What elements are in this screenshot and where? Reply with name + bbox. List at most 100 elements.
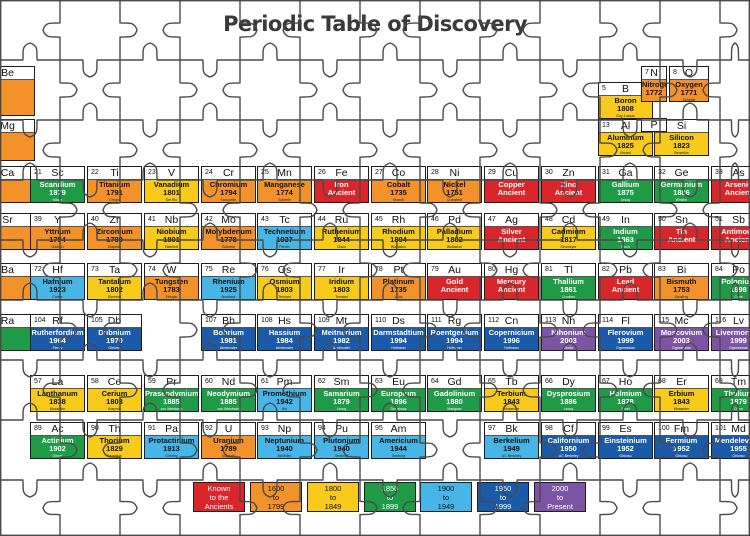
element-tile-as[interactable]: 33 As Arsenic Ancient bbox=[711, 166, 750, 203]
element-tile-v[interactable]: 23 V Vanadium 1801 Del Rio bbox=[144, 166, 199, 203]
discovery-year: 1735 bbox=[390, 188, 407, 197]
discovery-year: 1794 bbox=[220, 188, 237, 197]
element-tile-bk[interactable]: 97 Bk Berkelium 1949 UC Berkeley bbox=[484, 422, 539, 459]
element-tile-th[interactable]: 90 Th Thorium 1829 Berzelius bbox=[87, 422, 142, 459]
element-tile-bh[interactable]: 107 Bh Bohrium 1981 Armbruster bbox=[201, 314, 256, 351]
element-tile-tb[interactable]: 65 Tb Terbium 1843 Mosander bbox=[484, 375, 539, 412]
discovery-year: 1994 bbox=[390, 336, 407, 345]
element-tile-nh[interactable]: 113 Nh Nihonium 2003 Morita bbox=[541, 314, 596, 351]
element-tile-es[interactable]: 99 Es Einsteinium 1952 Ghiorso bbox=[598, 422, 653, 459]
element-tile-db[interactable]: 105 Db Dubnium 1970 Ghiorso bbox=[87, 314, 142, 351]
element-tile-mc[interactable]: 115 Mc Moscovium 2003 Oganessian bbox=[654, 314, 709, 351]
element-symbol: Hf bbox=[52, 264, 63, 276]
element-tile-tm[interactable]: 69TmThulium1879Cleve bbox=[711, 375, 750, 412]
element-tile-in[interactable]: 49 In Indium 1863 Reich bbox=[598, 213, 653, 250]
element-tile-cf[interactable]: 98 Cf Californium 1950 UC Berkeley bbox=[541, 422, 596, 459]
element-tile-ho[interactable]: 67 Ho Holmium 1878 Soret bbox=[598, 375, 653, 412]
element-tile-np[interactable]: 93 Np Neptunium 1940 McMillan bbox=[257, 422, 312, 459]
element-tile-fm[interactable]: 100 Fm Fermium 1952 Ghiorso bbox=[654, 422, 709, 459]
element-tile-mn[interactable]: 25 Mn Manganese 1774 Scheele bbox=[257, 166, 312, 203]
element-tile-mt[interactable]: 109 Mt Meitnerium 1982 Armbruster bbox=[314, 314, 369, 351]
element-tile-hf[interactable]: 72 Hf Hafnium 1923 Coster bbox=[30, 263, 85, 300]
element-tile-nd[interactable]: 60 Nd Neodymium 1885 von Welsbach bbox=[201, 375, 256, 412]
puzzle-seam-horizontal bbox=[540, 462, 600, 481]
element-tile-sm[interactable]: 62 Sm Samarium 1879 Lecoq bbox=[314, 375, 369, 412]
element-tile-po[interactable]: 84PoPolonium1898Curie bbox=[711, 263, 750, 300]
element-tile-p[interactable]: P bbox=[641, 118, 667, 132]
element-tile-cd[interactable]: 48 Cd Cadmium 1817 Stromeyer bbox=[541, 213, 596, 250]
element-tile-os[interactable]: 76 Os Osmium 1803 Tennant bbox=[257, 263, 312, 300]
element-tile-sn[interactable]: 50 Sn Tin Ancient bbox=[654, 213, 709, 250]
element-tile-w[interactable]: 74 W Tungsten 1783 Elhuyar bbox=[144, 263, 199, 300]
element-tile-cu[interactable]: 29 Cu Copper Ancient bbox=[484, 166, 539, 203]
element-tile-hs[interactable]: 108 Hs Hassium 1984 Armbruster bbox=[257, 314, 312, 351]
element-tile-co[interactable]: 27 Co Cobalt 1735 Brandt bbox=[371, 166, 426, 203]
element-tile-sb[interactable]: 51SbAntimonyAncient bbox=[711, 213, 750, 250]
element-tile-rh[interactable]: 45 Rh Rhodium 1804 Wollaston bbox=[371, 213, 426, 250]
element-tile-mo[interactable]: 42 Mo Molybdenum 1778 Scheele bbox=[201, 213, 256, 250]
element-tile-zn[interactable]: 30 Zn Zinc Ancient bbox=[541, 166, 596, 203]
element-tile-dy[interactable]: 66 Dy Dysprosium 1886 Lecoq bbox=[541, 375, 596, 412]
element-tile-ir[interactable]: 77 Ir Iridium 1803 Tennant bbox=[314, 263, 369, 300]
element-tile-bi[interactable]: 83 Bi Bismuth 1753 Geoffroy bbox=[654, 263, 709, 300]
element-tile-pm[interactable]: 61 Pm Promethium 1942 Wu bbox=[257, 375, 312, 412]
element-tile-ce[interactable]: 58 Ce Cerium 1803 Klaproth bbox=[87, 375, 142, 412]
element-tile-eu[interactable]: 63 Eu Europium 1896 Demarçay bbox=[371, 375, 426, 412]
element-tile-pb[interactable]: 82 Pb Lead Ancient bbox=[598, 263, 653, 300]
element-tile-rg[interactable]: 111 Rg Roentgenium 1994 Hofmann bbox=[427, 314, 482, 351]
element-symbol: Nd bbox=[221, 376, 236, 388]
element-header: 23 V bbox=[145, 167, 198, 180]
element-tile-rf[interactable]: 104 Rf Rutherfordium 1964 Flerov bbox=[30, 314, 85, 351]
element-header: 30 Zn bbox=[542, 167, 595, 180]
element-tile-cn[interactable]: 112 Cn Copernicium 1996 Hofmann bbox=[484, 314, 539, 351]
element-tile-u[interactable]: 92 U Uranium 1789 Klaproth bbox=[201, 422, 256, 459]
element-tile-ni[interactable]: 28 Ni Nickel 1751 Cronstedt bbox=[427, 166, 482, 203]
element-tile-hg[interactable]: 80 Hg Mercury Ancient bbox=[484, 263, 539, 300]
element-tile-la[interactable]: 57 La Lanthanum 1838 Mosander bbox=[30, 375, 85, 412]
element-tile-md[interactable]: 101MdMendelevium1955Ghiorso bbox=[711, 422, 750, 459]
puzzle-seam-horizontal bbox=[240, 119, 300, 138]
element-tile-lv[interactable]: 116LvLivermorium1999Oganessian bbox=[711, 314, 750, 351]
element-tile-y[interactable]: 39 Y Yttrium 1794 Gadolin bbox=[30, 213, 85, 250]
element-tile-pa[interactable]: 91 Pa Protactinium 1913 Göhring bbox=[144, 422, 199, 459]
element-symbol: Nb bbox=[164, 214, 179, 226]
element-header: 89 Ac bbox=[31, 423, 84, 436]
element-tile-n[interactable]: 7NNitrogen1772 bbox=[641, 66, 667, 102]
element-tile-ta[interactable]: 73 Ta Tantalum 1802 Ekeberg bbox=[87, 263, 142, 300]
discoverer: Lecoq bbox=[620, 198, 631, 202]
element-tile-fl[interactable]: 114 Fl Flerovium 1999 Oganessian bbox=[598, 314, 653, 351]
element-tile-pr[interactable]: 59 Pr Praseodymium 1885 von Welsbach bbox=[144, 375, 199, 412]
element-tile-zr[interactable]: 40 Zr Zirconium 1789 Klaproth bbox=[87, 213, 142, 250]
element-tile-re[interactable]: 75 Re Rhenium 1925 Noddack bbox=[201, 263, 256, 300]
element-tile-ds[interactable]: 110 Ds Darmstadtium 1994 Hofmann bbox=[371, 314, 426, 351]
element-tile-am[interactable]: 95 Am Americium 1944 Seaborg bbox=[371, 422, 426, 459]
element-tile-mg[interactable]: Mg bbox=[0, 119, 35, 161]
element-tile-fe[interactable]: 26 Fe Iron Ancient bbox=[314, 166, 369, 203]
element-symbol: Os bbox=[277, 264, 292, 276]
element-tile-ga[interactable]: 31 Ga Gallium 1875 Lecoq bbox=[598, 166, 653, 203]
element-tile-sc[interactable]: 21 Sc Scandium 1879 Nilson bbox=[30, 166, 85, 203]
element-symbol: Co bbox=[391, 167, 406, 179]
element-tile-pt[interactable]: 78 Pt Platinum 1735 Ulloa bbox=[371, 263, 426, 300]
element-tile-pd[interactable]: 46 Pd Palladium 1802 Wollaston bbox=[427, 213, 482, 250]
element-tile-ag[interactable]: 47 Ag Silver Ancient bbox=[484, 213, 539, 250]
element-tile-o[interactable]: 8 O Oxygen 1771 Scheele bbox=[669, 66, 709, 102]
element-tile-be[interactable]: Be bbox=[0, 66, 35, 116]
puzzle-seam-horizontal bbox=[180, 59, 240, 78]
discovery-year: Ancient bbox=[497, 188, 526, 197]
legend-swatch-5: 1900 to 1949 bbox=[420, 482, 472, 512]
element-tile-tc[interactable]: 43 Tc Technetium 1937 Perrier bbox=[257, 213, 312, 250]
element-tile-nb[interactable]: 41 Nb Niobium 1801 Hatchett bbox=[144, 213, 199, 250]
discoverer: UC Berkeley bbox=[501, 454, 522, 458]
element-tile-ru[interactable]: 44 Ru Ruthenium 1844 Claus bbox=[314, 213, 369, 250]
element-tile-er[interactable]: 68 Er Erbium 1843 Mosander bbox=[654, 375, 709, 412]
element-tile-pu[interactable]: 94 Pu Plutonium 1940 Seaborg bbox=[314, 422, 369, 459]
element-tile-au[interactable]: 79 Au Gold Ancient bbox=[427, 263, 482, 300]
element-tile-cr[interactable]: 24 Cr Chromium 1794 Vauquelin bbox=[201, 166, 256, 203]
element-tile-ge[interactable]: 32 Ge Germanium 1886 Winkler bbox=[654, 166, 709, 203]
element-tile-tl[interactable]: 81 Tl Thallium 1861 Crookes bbox=[541, 263, 596, 300]
element-tile-gd[interactable]: 64 Gd Gadolinium 1880 Marignac bbox=[427, 375, 482, 412]
element-symbol: Pm bbox=[276, 376, 293, 388]
element-tile-ac[interactable]: 89 Ac Actinium 1902 Giesel bbox=[30, 422, 85, 459]
element-tile-ti[interactable]: 22 Ti Titanium 1791 Gregor bbox=[87, 166, 142, 203]
